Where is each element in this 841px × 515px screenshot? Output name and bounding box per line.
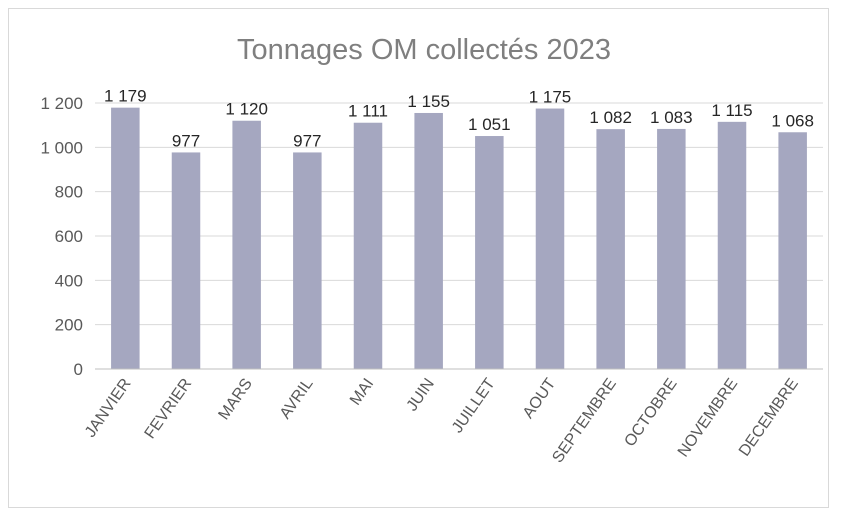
y-tick-label: 800: [55, 183, 83, 202]
data-label: 1 111: [348, 102, 388, 121]
data-label: 1 082: [589, 108, 632, 127]
x-tick-label: MAI: [347, 376, 377, 409]
x-tick-label: DECEMBRE: [736, 376, 802, 460]
x-tick-label: JUILLET: [449, 375, 499, 436]
x-tick-label: NOVEMBRE: [675, 376, 741, 461]
y-axis-ticks: 0 200 400 600 800 1 000 1 200: [40, 94, 83, 379]
data-label: 977: [172, 131, 200, 150]
chart-frame: Tonnages OM collectés 2023 0 200 400 600 800…: [8, 8, 829, 508]
x-tick-label: JANVIER: [82, 376, 135, 441]
data-labels: 1 179 977 1 120 977 1 111 1 155 1 051 1 175 1 08…: [104, 87, 814, 151]
y-tick-label: 1 000: [40, 138, 83, 157]
data-label: 977: [293, 131, 321, 150]
bar: [596, 129, 625, 369]
bar: [232, 120, 261, 369]
data-label: 1 115: [711, 101, 752, 120]
data-label: 1 155: [407, 92, 450, 111]
x-tick-label: OCTOBRE: [621, 376, 680, 450]
bar: [293, 152, 322, 369]
y-tick-label: 200: [55, 316, 83, 335]
x-tick-label: FEVRIER: [142, 376, 196, 443]
bar: [414, 112, 443, 369]
bar: [657, 128, 686, 369]
gridlines: [95, 102, 823, 326]
x-axis-categories: JANVIER FEVRIER MARS AVRIL MAI JUIN JUILLET AOU…: [82, 375, 802, 466]
x-tick-label: AOUT: [520, 375, 560, 421]
bar: [171, 152, 201, 369]
y-tick-label: 400: [55, 271, 83, 290]
y-tick-label: 1 200: [40, 94, 83, 113]
data-label: 1 179: [104, 87, 147, 106]
x-tick-label: MARS: [215, 376, 255, 424]
bar: [535, 108, 565, 370]
bar: [778, 132, 807, 369]
bar: [111, 107, 140, 369]
data-label: 1 120: [225, 100, 268, 119]
y-tick-label: 600: [55, 227, 83, 246]
data-label: 1 175: [529, 88, 572, 107]
chart-svg: Tonnages OM collectés 2023 0 200 400 600 800…: [40, 34, 823, 466]
chart-title: Tonnages OM collectés 2023: [237, 34, 611, 66]
data-label: 1 051: [468, 115, 511, 134]
data-label: 1 083: [650, 108, 693, 127]
y-tick-label: 0: [74, 360, 83, 379]
bars: [111, 107, 807, 370]
bar: [717, 121, 747, 369]
x-tick-label: SEPTEMBRE: [549, 376, 620, 467]
data-label: 1 068: [771, 111, 814, 130]
bar: [353, 122, 383, 369]
x-tick-label: AVRIL: [277, 375, 317, 422]
bar: [475, 136, 504, 369]
x-tick-label: JUIN: [404, 376, 438, 415]
